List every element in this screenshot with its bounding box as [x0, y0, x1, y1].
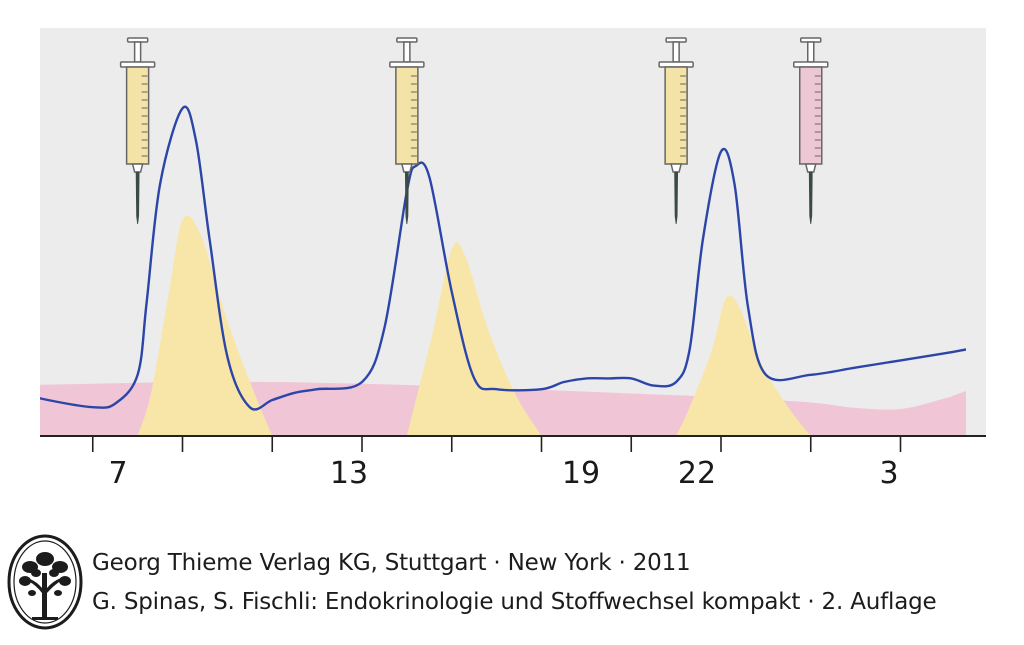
yellow-peaks-layer — [137, 215, 811, 436]
book-credit-line: G. Spinas, S. Fischli: Endokrinologie un… — [92, 589, 937, 615]
syringe-icon — [793, 37, 829, 225]
tick-label-13: 13 — [330, 456, 368, 491]
tick-label-7: 7 — [108, 456, 127, 491]
area-series-2 — [676, 295, 811, 436]
syringes-layer — [119, 37, 829, 225]
blue-curve-layer — [40, 105, 966, 411]
tick-label-19: 19 — [562, 456, 600, 491]
blue-line-series — [40, 105, 966, 411]
syringe-icon — [658, 37, 694, 225]
x-axis — [40, 435, 986, 452]
publisher-credit-line: Georg Thieme Verlag KG, Stuttgart · New … — [92, 550, 691, 576]
thieme-tree-logo — [7, 534, 83, 630]
insulin-profile-chart: 7 13 19 22 3 — [40, 28, 986, 491]
syringe-icon — [119, 37, 156, 225]
tick-labels: 7 13 19 22 3 — [108, 456, 898, 491]
area-series-1 — [406, 242, 542, 436]
tick-label-22: 22 — [678, 456, 716, 491]
tick-label-3: 3 — [879, 456, 898, 491]
area-series-0 — [137, 215, 273, 436]
syringe-icon — [389, 37, 425, 225]
